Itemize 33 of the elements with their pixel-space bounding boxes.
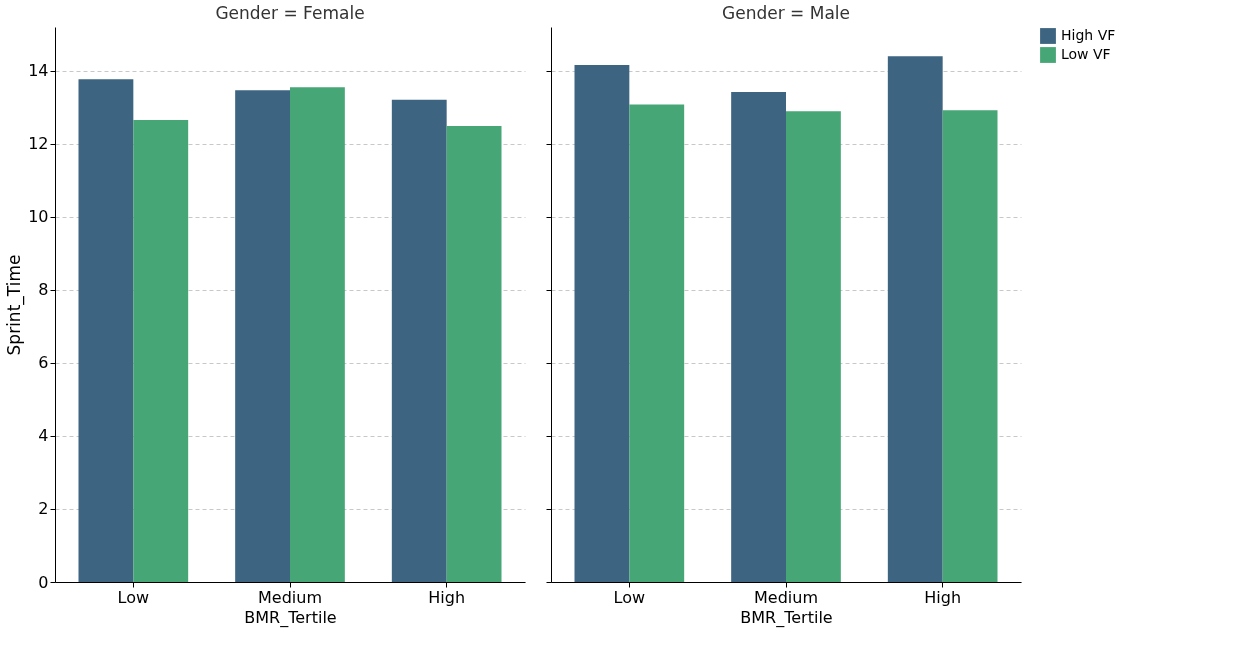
bar [235,90,290,582]
x-tick-label: Medium [754,587,818,607]
y-tick-label: 8 [38,280,49,300]
x-tick-label: High [924,587,962,607]
x-tick-label: High [428,587,466,607]
x-axis-title: BMR_Tertile [244,607,337,628]
y-tick-label: 6 [38,353,49,373]
bar [290,87,345,582]
bar [574,64,630,582]
bar [731,91,786,582]
y-tick-label: 0 [38,572,49,592]
bar [133,120,189,582]
x-tick-label: Low [613,587,646,607]
bar [78,79,134,582]
bar [887,56,943,582]
chart-title: Gender = Female [215,3,365,23]
bar [391,99,447,582]
legend-label: High VF [1061,27,1116,43]
bar [629,104,685,582]
x-tick-label: Medium [258,587,322,607]
y-axis-title: Sprint_Time [4,254,26,356]
y-tick-label: 10 [28,207,49,227]
x-axis-title: BMR_Tertile [740,607,833,628]
legend-label: Low VF [1061,46,1111,62]
x-tick-label: Low [117,587,150,607]
y-tick-label: 12 [28,134,49,154]
bar [786,111,841,582]
y-tick-label: 4 [38,426,49,446]
y-tick-label: 14 [28,61,49,81]
chart-title: Gender = Male [722,3,850,23]
bar [446,125,502,582]
bar [942,110,998,582]
y-tick-label: 2 [38,499,49,519]
